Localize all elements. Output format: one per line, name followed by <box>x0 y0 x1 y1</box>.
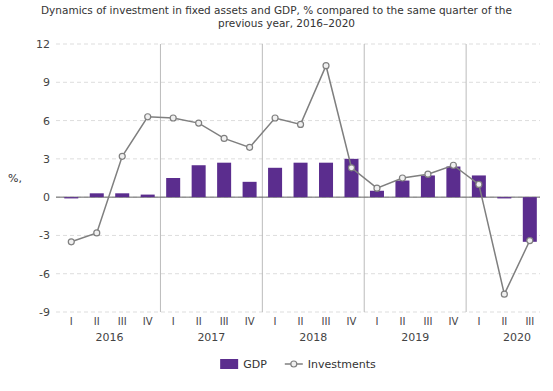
grid-line <box>56 158 540 159</box>
plot-area <box>64 63 537 297</box>
legend: GDP Investments <box>220 358 376 371</box>
x-tick-label: III <box>118 316 127 327</box>
marker <box>298 121 304 127</box>
y-tick-label: 9 <box>43 76 50 89</box>
legend-swatch <box>220 359 238 369</box>
year-label: 2018 <box>299 331 327 344</box>
bar <box>115 193 129 197</box>
marker <box>196 120 202 126</box>
x-tick-label: II <box>298 316 304 327</box>
x-tick-label: II <box>501 316 507 327</box>
year-label: 2019 <box>401 331 429 344</box>
marker <box>68 239 74 245</box>
y-tick-label: 12 <box>36 38 50 51</box>
marker <box>170 115 176 121</box>
marker <box>476 181 482 187</box>
y-axis-label: %, <box>8 172 22 185</box>
x-tick-label: IV <box>245 316 255 327</box>
legend-marker <box>291 361 297 367</box>
marker <box>247 144 253 150</box>
x-tick-label: I <box>274 316 277 327</box>
x-tick-label: II <box>399 316 405 327</box>
x-tick-label: IV <box>448 316 458 327</box>
x-tick-label: I <box>172 316 175 327</box>
bar <box>243 182 257 197</box>
legend-item: GDP <box>220 358 267 371</box>
grid-line <box>56 312 540 313</box>
marker <box>119 153 125 159</box>
y-tick-label: 3 <box>43 153 50 166</box>
legend-item: Investments <box>285 358 376 371</box>
marker <box>348 165 354 171</box>
x-tick-label: IV <box>347 316 357 327</box>
marker <box>425 171 431 177</box>
bar <box>268 168 282 197</box>
bar <box>294 163 308 197</box>
grid-line <box>56 235 540 236</box>
x-tick-label: II <box>196 316 202 327</box>
marker <box>272 115 278 121</box>
year-divider <box>262 44 263 312</box>
marker <box>501 291 507 297</box>
x-tick-label: III <box>220 316 229 327</box>
bar <box>395 181 409 198</box>
marker <box>221 135 227 141</box>
bar <box>192 165 206 197</box>
y-tick-label: -6 <box>39 268 50 281</box>
y-tick-label: 0 <box>43 191 50 204</box>
x-tick-label: II <box>94 316 100 327</box>
year-label: 2016 <box>95 331 123 344</box>
bar <box>446 167 460 198</box>
grid <box>56 44 540 312</box>
grid-line <box>56 120 540 121</box>
bar <box>472 175 486 197</box>
x-tick-label: I <box>70 316 73 327</box>
bar <box>344 159 358 197</box>
year-label: 2020 <box>503 331 531 344</box>
bar <box>141 195 155 198</box>
x-tick-label: IV <box>143 316 153 327</box>
bar <box>166 178 180 197</box>
x-tick-label: III <box>423 316 432 327</box>
title: Dynamics of investment in fixed assets a… <box>41 4 512 29</box>
marker <box>94 230 100 236</box>
bar <box>319 163 333 197</box>
y-tick-label: 6 <box>43 115 50 128</box>
grid-line <box>56 273 540 274</box>
bar <box>90 193 104 197</box>
bar <box>217 163 231 197</box>
y-tick-label: -3 <box>39 229 50 242</box>
bar <box>64 197 78 198</box>
grid-line <box>56 44 540 45</box>
marker <box>399 175 405 181</box>
x-tick-label: III <box>322 316 331 327</box>
year-label: 2017 <box>197 331 225 344</box>
bar <box>523 197 537 242</box>
marker <box>527 238 533 244</box>
bar <box>497 197 511 198</box>
marker <box>374 185 380 191</box>
marker <box>145 114 151 120</box>
grid-line <box>56 82 540 83</box>
bar <box>421 175 435 197</box>
year-divider <box>466 44 467 312</box>
x-tick-label: I <box>375 316 378 327</box>
marker <box>323 63 329 69</box>
x-tick-label: III <box>525 316 534 327</box>
line <box>71 66 530 294</box>
legend-label: Investments <box>308 358 376 371</box>
year-divider <box>160 44 161 312</box>
y-tick-label: -9 <box>39 306 50 319</box>
x-tick-label: I <box>477 316 480 327</box>
legend-label: GDP <box>243 358 267 371</box>
chart: Dynamics of investment in fixed assets a… <box>0 0 553 391</box>
marker <box>450 162 456 168</box>
